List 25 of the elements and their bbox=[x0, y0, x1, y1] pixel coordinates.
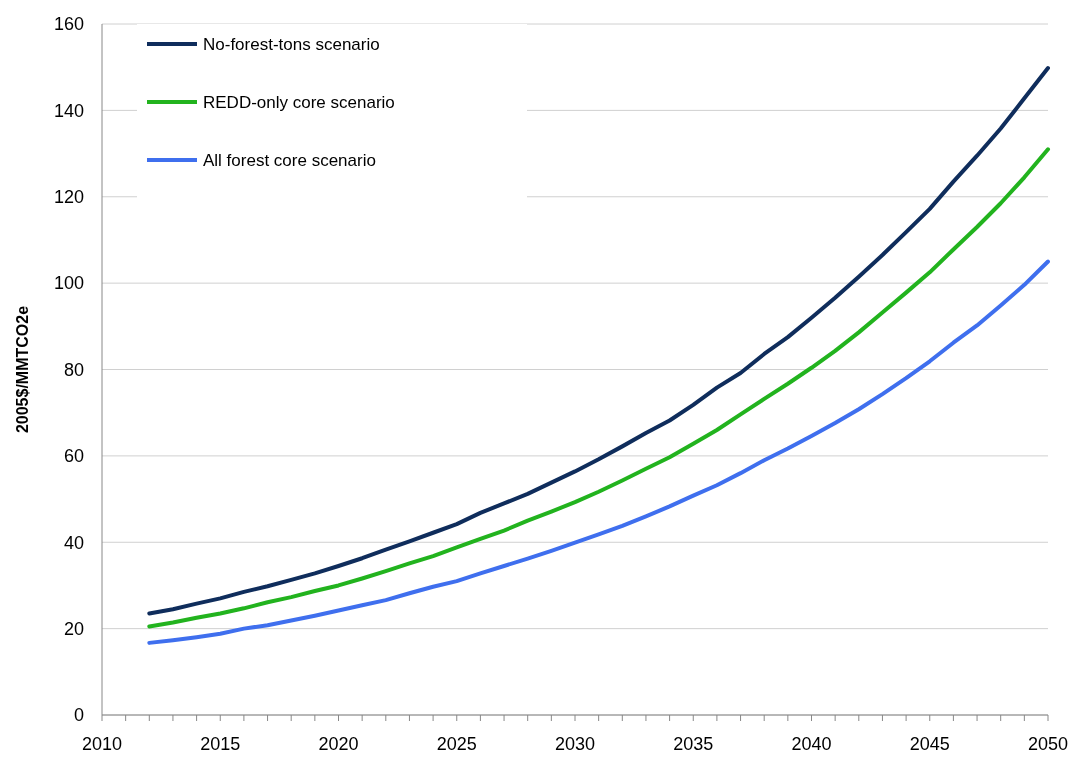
y-axis-title: 2005$/MMTCO2e bbox=[14, 305, 31, 434]
x-tick-label: 2040 bbox=[791, 734, 832, 754]
y-tick-label: 20 bbox=[63, 618, 84, 639]
x-tick-label: 2020 bbox=[318, 734, 359, 754]
x-tick-label: 2025 bbox=[436, 734, 477, 754]
line-series bbox=[147, 66, 1050, 616]
legend-label: All forest core scenario bbox=[203, 150, 376, 170]
y-tick-label: 0 bbox=[73, 705, 84, 726]
y-tick-label: 160 bbox=[53, 14, 84, 35]
x-tick-label: 2045 bbox=[909, 734, 950, 754]
y-tick-label: 60 bbox=[63, 446, 84, 467]
y-tick-label: 120 bbox=[53, 187, 84, 208]
x-tick-label: 2030 bbox=[554, 734, 596, 754]
legend-label: REDD-only core scenario bbox=[203, 92, 395, 112]
legend-label: No-forest-tons scenario bbox=[203, 34, 380, 54]
y-tick-label: 40 bbox=[63, 532, 84, 553]
x-tick-label: 2035 bbox=[673, 734, 714, 754]
y-tick-label: 140 bbox=[53, 100, 84, 121]
y-tick-label: 80 bbox=[63, 359, 84, 380]
line-series bbox=[147, 147, 1050, 629]
x-tick-label: 2050 bbox=[1027, 734, 1069, 754]
y-tick-label: 100 bbox=[53, 273, 84, 294]
x-tick-label: 2015 bbox=[200, 734, 241, 754]
x-tick-label: 2010 bbox=[81, 734, 123, 754]
line-series bbox=[147, 259, 1050, 645]
